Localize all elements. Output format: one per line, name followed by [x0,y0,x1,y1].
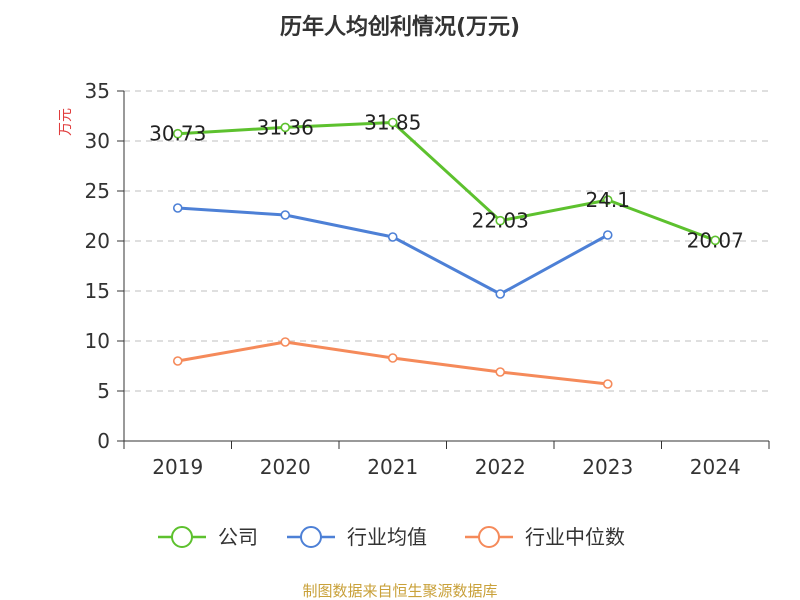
y-tick-label: 25 [85,179,110,203]
y-tick-label: 30 [85,129,110,153]
data-point [387,117,398,128]
legend-label: 行业均值 [347,525,427,549]
y-tick-label: 0 [97,429,110,453]
data-point [387,232,398,242]
data-label: 31.85 [364,111,421,135]
y-tick-label: 10 [85,329,110,353]
legend-marker [171,526,193,548]
data-point [602,379,613,389]
x-tick-label: 2024 [690,455,741,479]
x-tick-label: 2022 [475,455,526,479]
y-tick-label: 15 [85,279,110,303]
data-point [602,230,613,240]
y-tick-label: 20 [85,229,110,253]
gridlines [124,90,769,392]
axes: 0 5 10 15 20 25 30 35 2019 2020 2021 2022 2023 2024 [85,79,770,479]
x-tick-label: 2020 [260,455,311,479]
data-label: 20.07 [687,228,744,252]
data-labels: 30.73 31.36 31.85 22.03 24.1 20.07 [149,111,744,253]
data-point [280,210,291,220]
data-point [172,356,183,366]
data-point [495,289,506,299]
y-tick-label: 5 [97,379,110,403]
source-note: 制图数据来自恒生聚源数据库 [302,582,497,600]
chart-title: 历年人均创利情况(万元) [280,14,520,40]
legend: 公司 行业均值 行业中位数 [158,525,625,549]
series-line-2 [176,340,610,386]
x-tick-label: 2023 [582,455,633,479]
data-label: 24.1 [585,188,630,212]
legend-label: 公司 [218,525,258,549]
data-label: 31.36 [257,115,314,139]
data-point [280,337,291,347]
legend-marker [300,526,322,548]
data-point [387,353,398,363]
legend-label: 行业中位数 [525,525,625,549]
data-label: 30.73 [149,122,206,146]
x-tick-label: 2019 [152,455,203,479]
y-tick-label: 35 [85,79,110,103]
series-layer [172,117,721,389]
y-axis-label: 万元 [58,108,74,136]
series-line-1 [176,206,610,296]
data-point [280,122,291,133]
data-point [172,128,183,139]
series-line-0 [176,121,717,242]
x-tick-label: 2021 [367,455,418,479]
data-label: 22.03 [472,209,529,233]
legend-marker [478,526,500,548]
data-point [495,367,506,377]
data-point [172,203,183,213]
data-point [495,215,506,226]
data-point [710,235,721,246]
data-point [602,195,613,205]
